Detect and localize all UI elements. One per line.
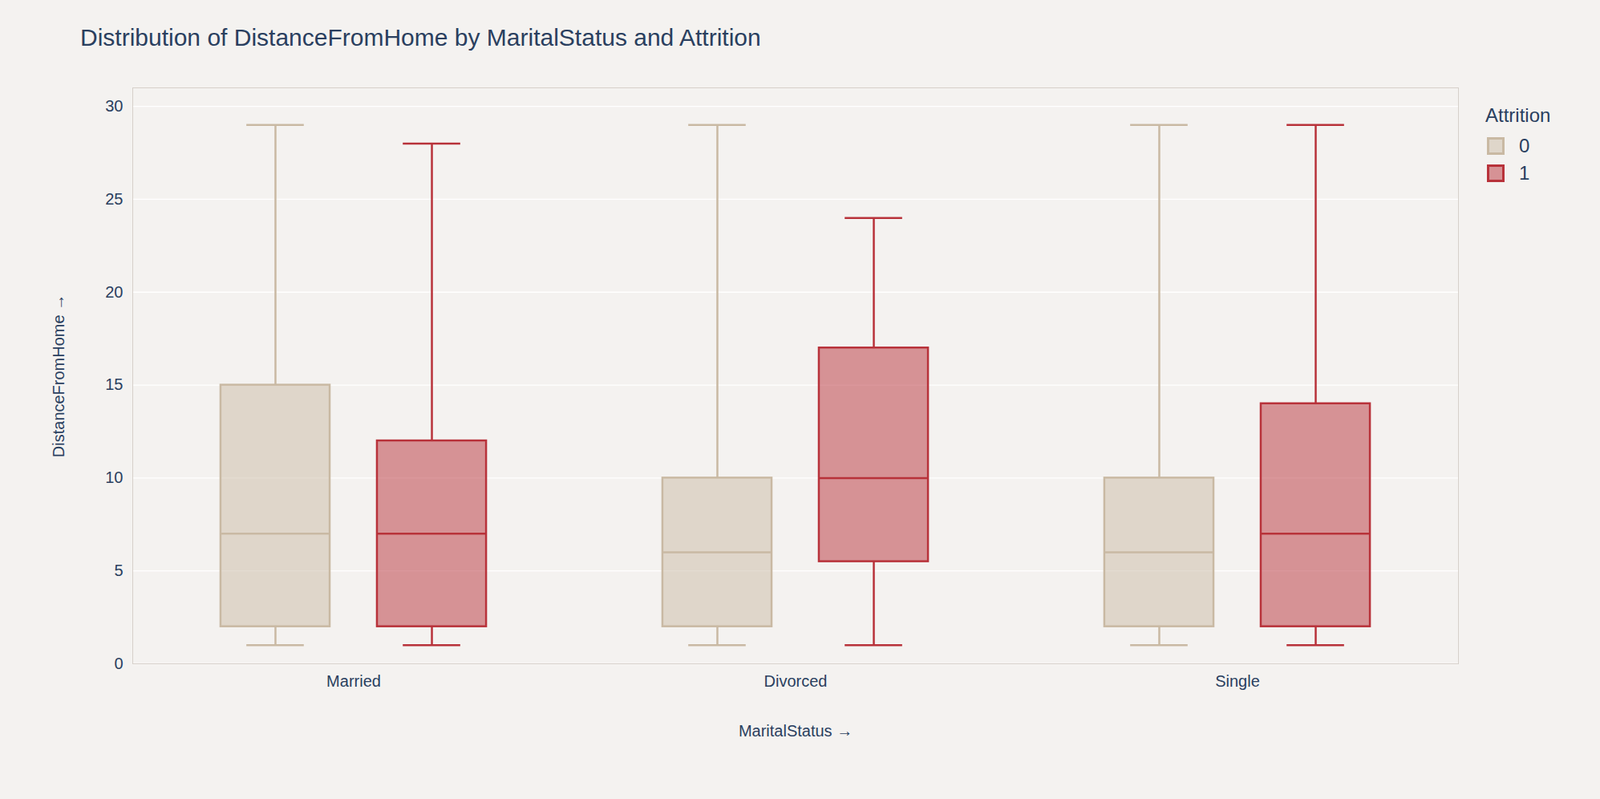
svg-text:30: 30: [105, 97, 123, 115]
svg-text:5: 5: [113, 561, 123, 580]
svg-text:MaritalStatus →: MaritalStatus →: [738, 721, 853, 740]
svg-text:DistanceFromHome →: DistanceFromHome →: [49, 294, 68, 458]
svg-text:20: 20: [105, 283, 123, 301]
html-text:0: 0: [1518, 134, 1530, 157]
svg-text:0: 0: [113, 654, 123, 673]
svg-text:Divorced: Divorced: [764, 672, 828, 690]
html-text:Distribution of DistanceFromHo: Distribution of DistanceFromHome by Mari…: [80, 24, 761, 51]
svg-text:25: 25: [105, 190, 123, 208]
html-text:Attrition: Attrition: [1485, 104, 1551, 126]
svg-text:Single: Single: [1215, 672, 1260, 690]
html-text:1: 1: [1518, 162, 1530, 184]
svg-text:10: 10: [105, 468, 123, 487]
svg-text:Married: Married: [326, 672, 381, 690]
svg-text:15: 15: [105, 375, 123, 393]
